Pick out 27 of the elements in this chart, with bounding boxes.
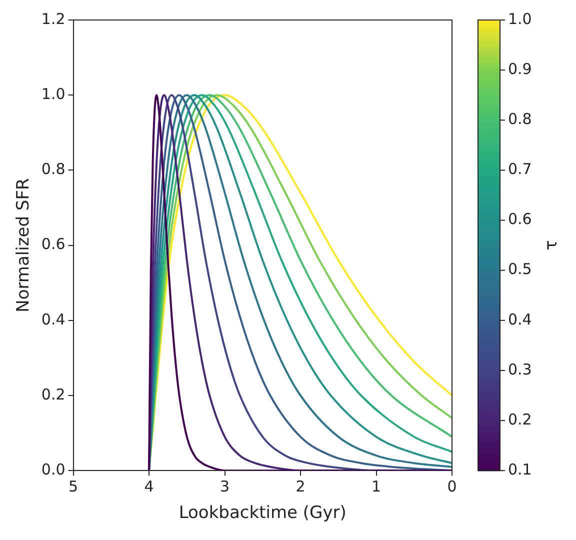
y-tick-label: 0.0 bbox=[41, 460, 66, 478]
x-axis-title: Lookbacktime (Gyr) bbox=[178, 503, 346, 524]
x-tick-label: 4 bbox=[144, 477, 154, 496]
y-tick-label: 1.0 bbox=[41, 84, 66, 103]
color-bar-label: 0.3 bbox=[508, 360, 532, 378]
x-tick-label: 5 bbox=[68, 477, 78, 496]
x-tick-label: 0 bbox=[447, 477, 457, 496]
x-tick-label: 3 bbox=[220, 477, 230, 496]
color-bar-label: 0.8 bbox=[508, 110, 532, 128]
y-tick-label: 0.4 bbox=[41, 310, 66, 328]
color-bar-label: 0.5 bbox=[508, 260, 532, 278]
color-bar-label: 0.9 bbox=[508, 60, 532, 78]
color-bar-label: 0.7 bbox=[508, 160, 532, 178]
color-bar-label: 0.6 bbox=[508, 210, 532, 228]
x-tick-label: 1 bbox=[371, 477, 382, 496]
color-bar-label: 0.4 bbox=[508, 310, 532, 328]
y-tick-label: 0.8 bbox=[41, 160, 66, 178]
color-bar-label: 1.0 bbox=[508, 10, 532, 28]
color-bar-label: 0.2 bbox=[508, 410, 532, 428]
y-tick-label: 0.6 bbox=[41, 235, 66, 254]
y-axis-title: Normalized SFR bbox=[14, 178, 34, 312]
x-tick-label: 2 bbox=[296, 477, 306, 496]
color-bar-label: 0.1 bbox=[508, 460, 532, 478]
color-bar-title: τ bbox=[541, 240, 562, 250]
line-series bbox=[148, 94, 452, 471]
y-tick-label: 1.2 bbox=[41, 10, 66, 28]
y-tick-label: 0.2 bbox=[41, 385, 66, 404]
